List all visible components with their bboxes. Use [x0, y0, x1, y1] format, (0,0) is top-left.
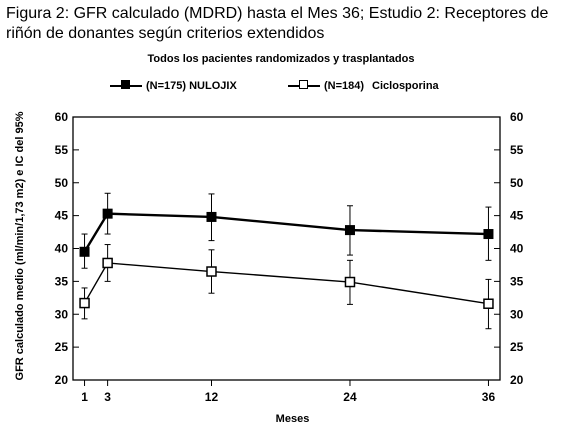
y-tick-label-left: 35 [55, 274, 69, 288]
open-square-marker-icon [299, 80, 308, 90]
data-point-filled [102, 208, 113, 219]
legend-n-nulojix: (N=175) [146, 80, 187, 93]
y-tick-label-right: 50 [510, 176, 524, 190]
x-tick-label: 24 [343, 390, 357, 404]
data-point-open [344, 276, 356, 288]
y-tick-label-left: 25 [55, 340, 69, 354]
data-point-open [102, 257, 113, 269]
legend-entry-nulojix: (N=175) NULOJIX [110, 80, 237, 92]
y-tick-label-left: 55 [55, 143, 69, 157]
y-tick-label-left: 60 [55, 110, 69, 124]
y-tick-label-left: 45 [55, 209, 69, 223]
data-point-open [79, 297, 90, 309]
y-tick-label-right: 25 [510, 340, 524, 354]
y-tick-label-left: 40 [55, 242, 69, 256]
legend-n-ciclosporina: (N=184) [324, 80, 365, 93]
y-tick-label-left: 30 [55, 307, 69, 321]
filled-square-marker-icon [121, 80, 130, 90]
series-line-0 [83, 212, 489, 253]
x-tick-label: 3 [104, 390, 111, 404]
y-tick-label-right: 35 [510, 274, 524, 288]
x-tick-label: 1 [81, 390, 88, 404]
data-point-open [483, 298, 494, 309]
y-tick-label-right: 55 [510, 143, 524, 157]
y-tick-label-right: 30 [510, 307, 524, 321]
y-tick-label-right: 60 [510, 110, 524, 124]
x-tick-label: 12 [205, 390, 219, 404]
legend-label-ciclosporina: Ciclosporina [372, 80, 439, 93]
series-line-1 [83, 262, 489, 305]
legend-line-filled [110, 80, 142, 90]
data-point-filled [79, 246, 90, 257]
y-tick-label-left: 50 [55, 176, 69, 190]
legend-label-nulojix: NULOJIX [189, 80, 237, 92]
legend-entry-ciclosporina: (N=184) Ciclosporina [288, 80, 439, 92]
data-point-filled [344, 225, 355, 236]
x-tick-label: 36 [482, 390, 496, 404]
y-tick-label-right: 40 [510, 242, 524, 256]
y-tick-label-right: 20 [510, 373, 524, 387]
data-point-open [206, 266, 217, 277]
data-point-filled [483, 229, 494, 240]
chart-subtitle: Todos los pacientes randomizados y trasp… [147, 53, 415, 65]
data-point-filled [206, 211, 217, 222]
x-axis-label: Meses [275, 413, 310, 425]
y-tick-label-right: 45 [510, 209, 524, 223]
legend-line-open [288, 80, 320, 90]
figure-title: Figura 2: GFR calculado (MDRD) hasta el … [6, 5, 549, 42]
y-tick-label-left: 20 [55, 373, 69, 387]
legend: (N=175) NULOJIX (N=184) Ciclosporina [0, 80, 562, 100]
plot-frame [72, 116, 501, 381]
